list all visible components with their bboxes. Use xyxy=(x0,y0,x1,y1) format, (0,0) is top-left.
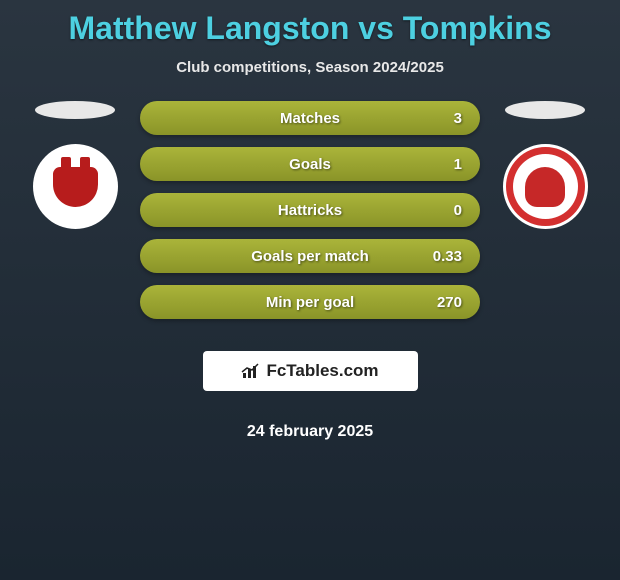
main-row: - Matches 3 - Goals 1 - Hattricks 0 - Go… xyxy=(0,101,620,441)
comparison-container: Matthew Langston vs Tompkins Club compet… xyxy=(0,0,620,451)
club-logo-left xyxy=(33,144,118,229)
club-logo-right xyxy=(503,144,588,229)
player-left-column xyxy=(25,101,125,229)
stat-right-value: 0 xyxy=(454,202,462,219)
stat-row-goals: - Goals 1 xyxy=(140,147,480,181)
date-text: 24 february 2025 xyxy=(140,423,480,441)
stat-right-value: 0.33 xyxy=(433,248,462,265)
stat-row-goals-per-match: - Goals per match 0.33 xyxy=(140,239,480,273)
badge-inner xyxy=(513,154,578,219)
brand-box: FcTables.com xyxy=(203,351,418,391)
page-title: Matthew Langston vs Tompkins xyxy=(0,10,620,47)
stat-label: Min per goal xyxy=(266,294,354,311)
stat-right-value: 1 xyxy=(454,156,462,173)
stat-label: Goals xyxy=(289,156,331,173)
stats-column: - Matches 3 - Goals 1 - Hattricks 0 - Go… xyxy=(140,101,480,441)
stat-right-value: 270 xyxy=(437,294,462,311)
player-right-placeholder xyxy=(505,101,585,119)
brand-text: FcTables.com xyxy=(266,361,378,381)
chart-icon xyxy=(241,363,261,379)
figure-icon xyxy=(525,167,565,207)
player-left-placeholder xyxy=(35,101,115,119)
stat-label: Matches xyxy=(280,110,340,127)
stat-row-min-per-goal: - Min per goal 270 xyxy=(140,285,480,319)
stat-row-hattricks: - Hattricks 0 xyxy=(140,193,480,227)
player-right-column xyxy=(495,101,595,229)
tower-icon xyxy=(53,167,98,207)
stat-label: Goals per match xyxy=(251,248,369,265)
stat-right-value: 3 xyxy=(454,110,462,127)
stat-label: Hattricks xyxy=(278,202,342,219)
subtitle: Club competitions, Season 2024/2025 xyxy=(0,59,620,76)
stat-row-matches: - Matches 3 xyxy=(140,101,480,135)
